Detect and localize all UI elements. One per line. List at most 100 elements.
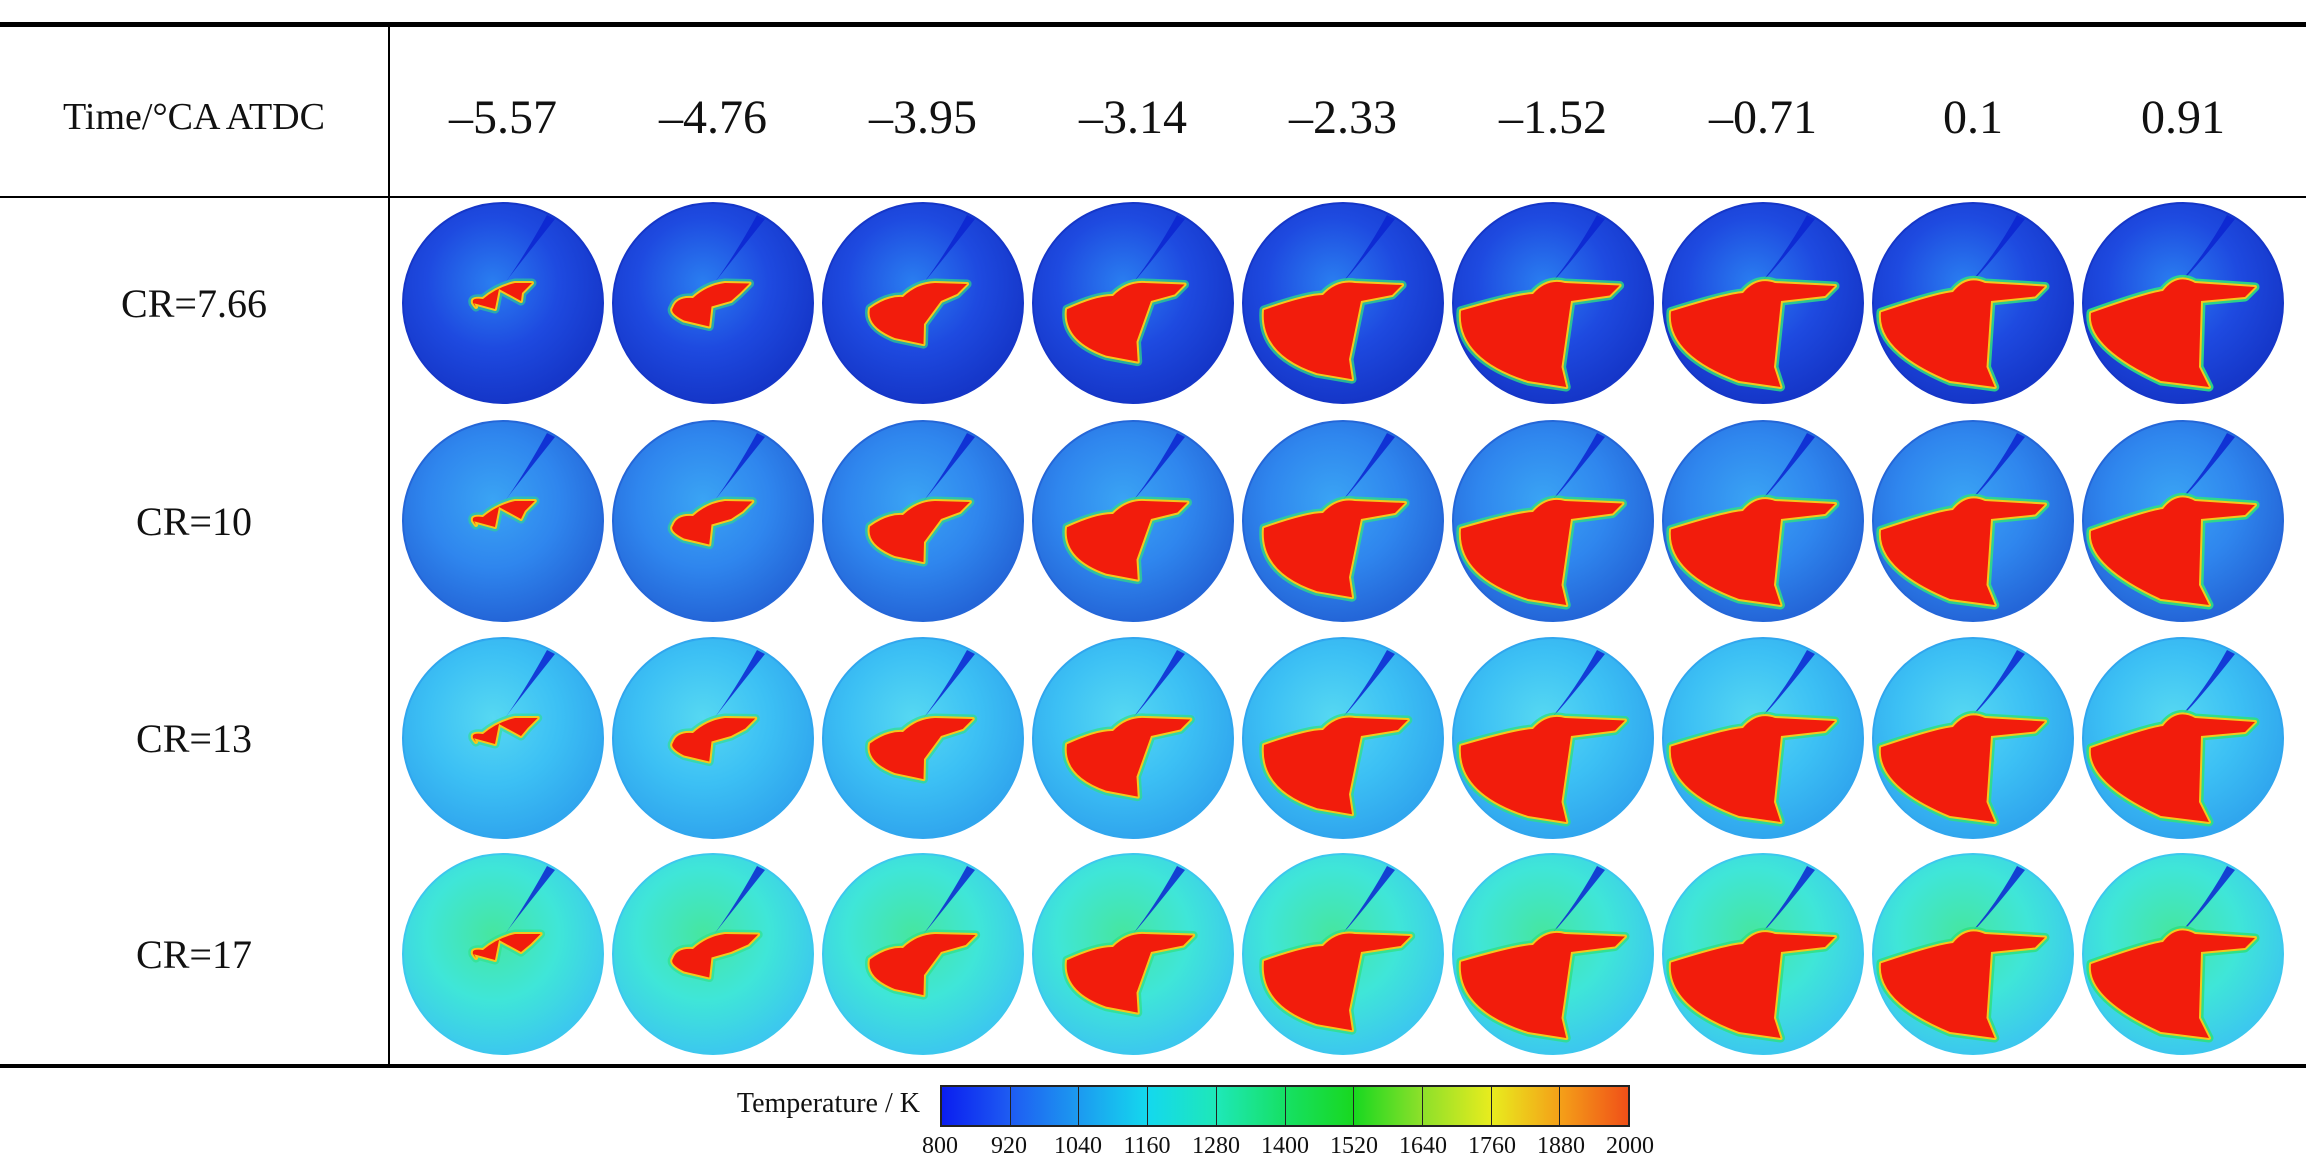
contour-cell [1657,848,1869,1060]
contour-cell [817,197,1029,409]
contour-cell [1657,632,1869,844]
colorbar-tick-label: 1520 [1330,1133,1378,1159]
colorbar-segment [1079,1087,1149,1125]
chamber-disc [403,854,603,1054]
high-temperature-region [869,501,970,563]
time-label: –0.71 [1709,90,1817,144]
contour-cell [817,415,1029,627]
contour-cell [1447,415,1659,627]
chamber-wall [402,853,604,1055]
row-label: CR=7.66 [121,280,267,326]
injector-jet [1342,866,1395,934]
injector-jet [1132,433,1185,501]
chamber-wall [1452,420,1654,622]
high-temperature-region [869,718,973,780]
contour-cell [1867,415,2079,627]
contour-cell [817,632,1029,844]
high-temperature-region [1263,500,1405,598]
high-temperature-region [472,934,541,960]
chamber-wall [402,637,604,839]
colorbar-tick-label: 1400 [1261,1133,1309,1159]
contour-cell [1657,197,1869,409]
colorbar-tick-label: 2000 [1606,1133,1654,1159]
chamber-wall [402,420,604,622]
injector-jet [1760,433,1815,501]
contour-cell [1867,632,2079,844]
injector-jet [923,866,975,934]
contour-cell [607,197,819,409]
injector-jet [1342,433,1395,501]
injector-jet [2179,433,2235,501]
colorbar-tick-label: 1160 [1123,1133,1171,1159]
injector-jet [1760,215,1815,283]
contour-cell [2077,415,2289,627]
high-temperature-region [869,283,968,345]
chamber-wall [612,202,814,404]
contour-cell [607,415,819,627]
chamber-wall [1032,202,1234,404]
time-label: –3.95 [869,90,977,144]
time-label: –3.14 [1079,90,1187,144]
chamber-wall [1662,637,1864,839]
contour-cell [1237,632,1449,844]
contour-cell [1237,415,1449,627]
chamber-disc [403,638,603,838]
high-temperature-region [1880,715,2045,822]
high-temperature-region [2090,279,2255,387]
contour-cell [2077,197,2289,409]
chamber-wall [1662,853,1864,1055]
colorbar-title: Temperature / K [736,1088,920,1119]
injector-jet [714,433,765,501]
injector-jet [1551,433,1605,501]
contour-cell [397,197,609,409]
chamber-disc [403,421,603,621]
time-label: –5.57 [449,90,557,144]
chamber-wall [2082,853,2284,1055]
high-temperature-region [2090,497,2255,605]
high-temperature-region [1670,932,1835,1038]
high-temperature-region [2090,930,2255,1038]
high-temperature-region [1880,280,2045,387]
colorbar-tick-label: 1280 [1192,1133,1240,1159]
injector-jet [2179,650,2235,718]
chamber-wall [2082,202,2284,404]
contour-cell [1237,848,1449,1060]
injector-jet [1969,215,2025,283]
time-axis-label: Time/°CA ATDC [63,96,325,138]
injector-jet [505,215,555,283]
injector-jet [923,215,975,283]
injector-jet [1132,866,1185,934]
chamber-wall [1872,637,2074,839]
high-temperature-region [1460,716,1625,822]
chamber-wall [1032,420,1234,622]
colorbar-segment [1560,1087,1629,1125]
high-temperature-region [1066,282,1185,362]
injector-jet [1551,866,1605,934]
colorbar-segment [1422,1087,1492,1125]
chamber-wall [1242,202,1444,404]
contour-cell [1657,415,1869,627]
contour-cell [397,415,609,627]
chamber-wall [822,637,1024,839]
contour-cell [1447,848,1659,1060]
injector-jet [505,433,555,501]
chamber-wall [2082,637,2284,839]
chamber-wall [1452,637,1654,839]
colorbar-tick-label: 920 [991,1133,1027,1159]
colorbar-segment [942,1087,1011,1125]
injector-jet [714,650,765,718]
chamber-wall [1662,202,1864,404]
high-temperature-region [1263,933,1411,1031]
contour-cell [607,848,819,1060]
high-temperature-region [472,718,538,744]
contour-cell [1027,848,1239,1060]
injector-jet [1760,650,1815,718]
chamber-wall [1242,420,1444,622]
column-divider [388,24,390,1066]
chamber-wall [1032,637,1234,839]
injector-jet [923,433,975,501]
chamber-wall [402,202,604,404]
chamber-wall [612,853,814,1055]
contour-cell [1027,415,1239,627]
row-label: CR=13 [136,715,252,761]
